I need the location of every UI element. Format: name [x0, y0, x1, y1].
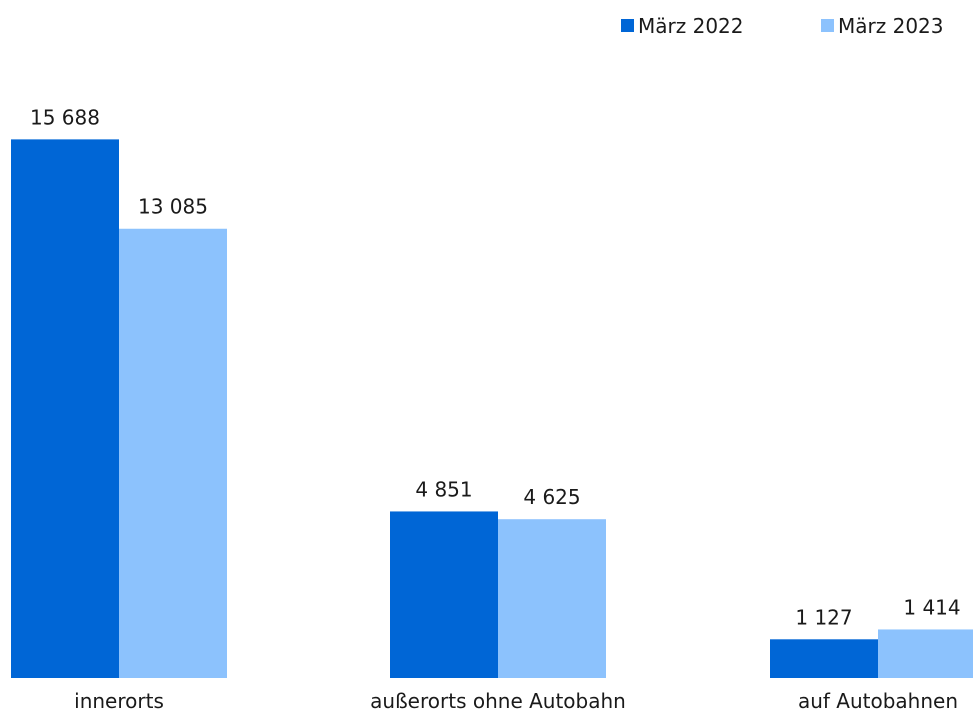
category-label: auf Autobahnen	[798, 689, 958, 713]
category-label: innerorts	[74, 689, 164, 713]
legend-label: März 2023	[838, 14, 944, 38]
category-labels: innerorts außerorts ohne Autobahn auf Auto…	[74, 689, 958, 713]
bars	[11, 139, 973, 678]
legend: März 2022 März 2023	[621, 14, 944, 38]
legend-label: März 2022	[638, 14, 744, 38]
category-label: außerorts ohne Autobahn	[370, 689, 626, 713]
data-label: 4 851	[415, 477, 472, 501]
data-label: 15 688	[30, 105, 100, 129]
legend-swatch	[821, 19, 834, 32]
data-labels: 15 688 13 085 4 851 4 625 1 127 1 414	[30, 105, 961, 629]
bar-maerz-2023-1	[498, 519, 606, 678]
bar-maerz-2023-2	[878, 629, 973, 678]
bar-maerz-2022-1	[390, 511, 498, 678]
bar-maerz-2022-0	[11, 139, 119, 678]
data-label: 1 414	[903, 595, 960, 619]
data-label: 13 085	[138, 195, 208, 219]
legend-swatch	[621, 19, 634, 32]
bar-maerz-2022-2	[770, 639, 878, 678]
bar-maerz-2023-0	[119, 228, 227, 678]
data-label: 4 625	[523, 485, 580, 509]
data-label: 1 127	[795, 605, 852, 629]
